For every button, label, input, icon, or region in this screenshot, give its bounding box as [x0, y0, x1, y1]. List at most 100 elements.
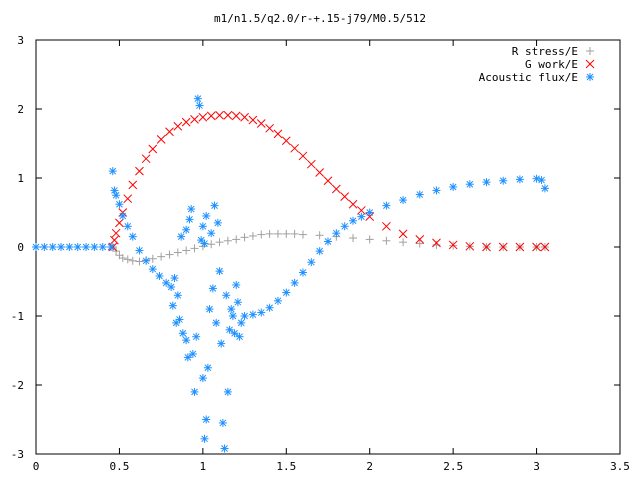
data-point [215, 238, 224, 247]
data-point [182, 225, 191, 234]
data-point [48, 243, 57, 251]
y-tick-label: -3 [11, 448, 24, 461]
data-point [155, 271, 164, 280]
data-point [182, 336, 191, 345]
x-tick-label: 0.5 [109, 460, 129, 473]
data-point [170, 274, 179, 283]
data-point [188, 349, 197, 358]
series-star [32, 94, 549, 453]
data-point [365, 212, 375, 221]
data-point [225, 325, 234, 334]
data-point [223, 110, 233, 120]
data-point [432, 186, 441, 195]
data-point [540, 184, 549, 193]
legend-label: Acoustic flux/E [479, 71, 578, 84]
data-point [123, 222, 132, 231]
data-point [432, 240, 441, 249]
data-point [141, 154, 151, 164]
data-point [135, 257, 144, 266]
data-point [198, 222, 207, 231]
data-point [115, 218, 124, 228]
data-point [248, 115, 258, 125]
data-point [265, 303, 274, 312]
data-point [108, 167, 117, 176]
data-point [183, 353, 192, 362]
chart-title: m1/n1.5/q2.0/r-+.15-j79/M0.5/512 [214, 12, 426, 25]
data-point [118, 211, 127, 220]
data-point [207, 240, 216, 249]
legend-marker [586, 47, 594, 55]
data-point [532, 242, 541, 252]
data-point [449, 182, 458, 191]
data-point [223, 236, 232, 245]
data-point [112, 191, 121, 200]
data-point [111, 228, 121, 238]
data-point [135, 246, 144, 255]
data-point [465, 241, 475, 251]
data-point [148, 144, 158, 154]
x-tick-label: 1 [200, 460, 207, 473]
data-point [315, 247, 324, 256]
data-point [172, 318, 181, 327]
data-point [157, 252, 166, 261]
series-layer [32, 94, 550, 453]
legend-label: R stress/E [512, 45, 578, 58]
data-point [128, 180, 138, 190]
data-point [398, 229, 408, 239]
data-point [298, 151, 308, 161]
data-point [240, 312, 249, 320]
data-point [465, 180, 474, 189]
data-point [197, 236, 206, 245]
data-point [32, 243, 40, 251]
data-point [65, 243, 74, 251]
data-point [399, 238, 408, 247]
data-point [331, 184, 341, 194]
data-point [178, 329, 187, 338]
data-point [227, 305, 236, 314]
y-tick-label: 0 [17, 241, 24, 254]
data-point [200, 239, 209, 248]
data-point [203, 363, 212, 372]
data-point [482, 178, 491, 187]
data-point [306, 159, 316, 169]
data-point [208, 284, 217, 293]
data-point [231, 111, 241, 121]
data-point [215, 267, 224, 276]
x-tick-label: 2.5 [443, 460, 463, 473]
legend-marker [585, 59, 595, 69]
data-point [90, 243, 99, 251]
data-point [193, 94, 202, 103]
data-point [498, 242, 508, 252]
data-point [206, 111, 216, 121]
series-cross [108, 110, 550, 252]
data-point [192, 332, 201, 341]
series-plus [108, 229, 549, 266]
data-point [173, 248, 182, 257]
data-point [232, 235, 241, 244]
data-point [365, 235, 374, 244]
data-point [273, 229, 282, 238]
legend-marker [586, 73, 594, 81]
data-point [240, 112, 249, 122]
data-point [340, 222, 349, 231]
data-point [257, 308, 266, 317]
data-point [248, 231, 257, 240]
data-point [298, 268, 307, 277]
data-point [173, 291, 182, 300]
data-point [382, 236, 391, 245]
data-point [165, 127, 174, 137]
data-point [177, 232, 186, 241]
data-point [187, 205, 196, 214]
data-point [348, 199, 358, 209]
data-point [182, 246, 191, 255]
data-point [265, 123, 274, 133]
data-point [57, 243, 66, 251]
data-point [235, 332, 244, 341]
data-point [190, 114, 199, 124]
x-tick-label: 0 [33, 460, 40, 473]
data-point [148, 265, 157, 274]
data-point [128, 232, 137, 241]
data-point [181, 117, 191, 127]
data-point [282, 229, 291, 238]
